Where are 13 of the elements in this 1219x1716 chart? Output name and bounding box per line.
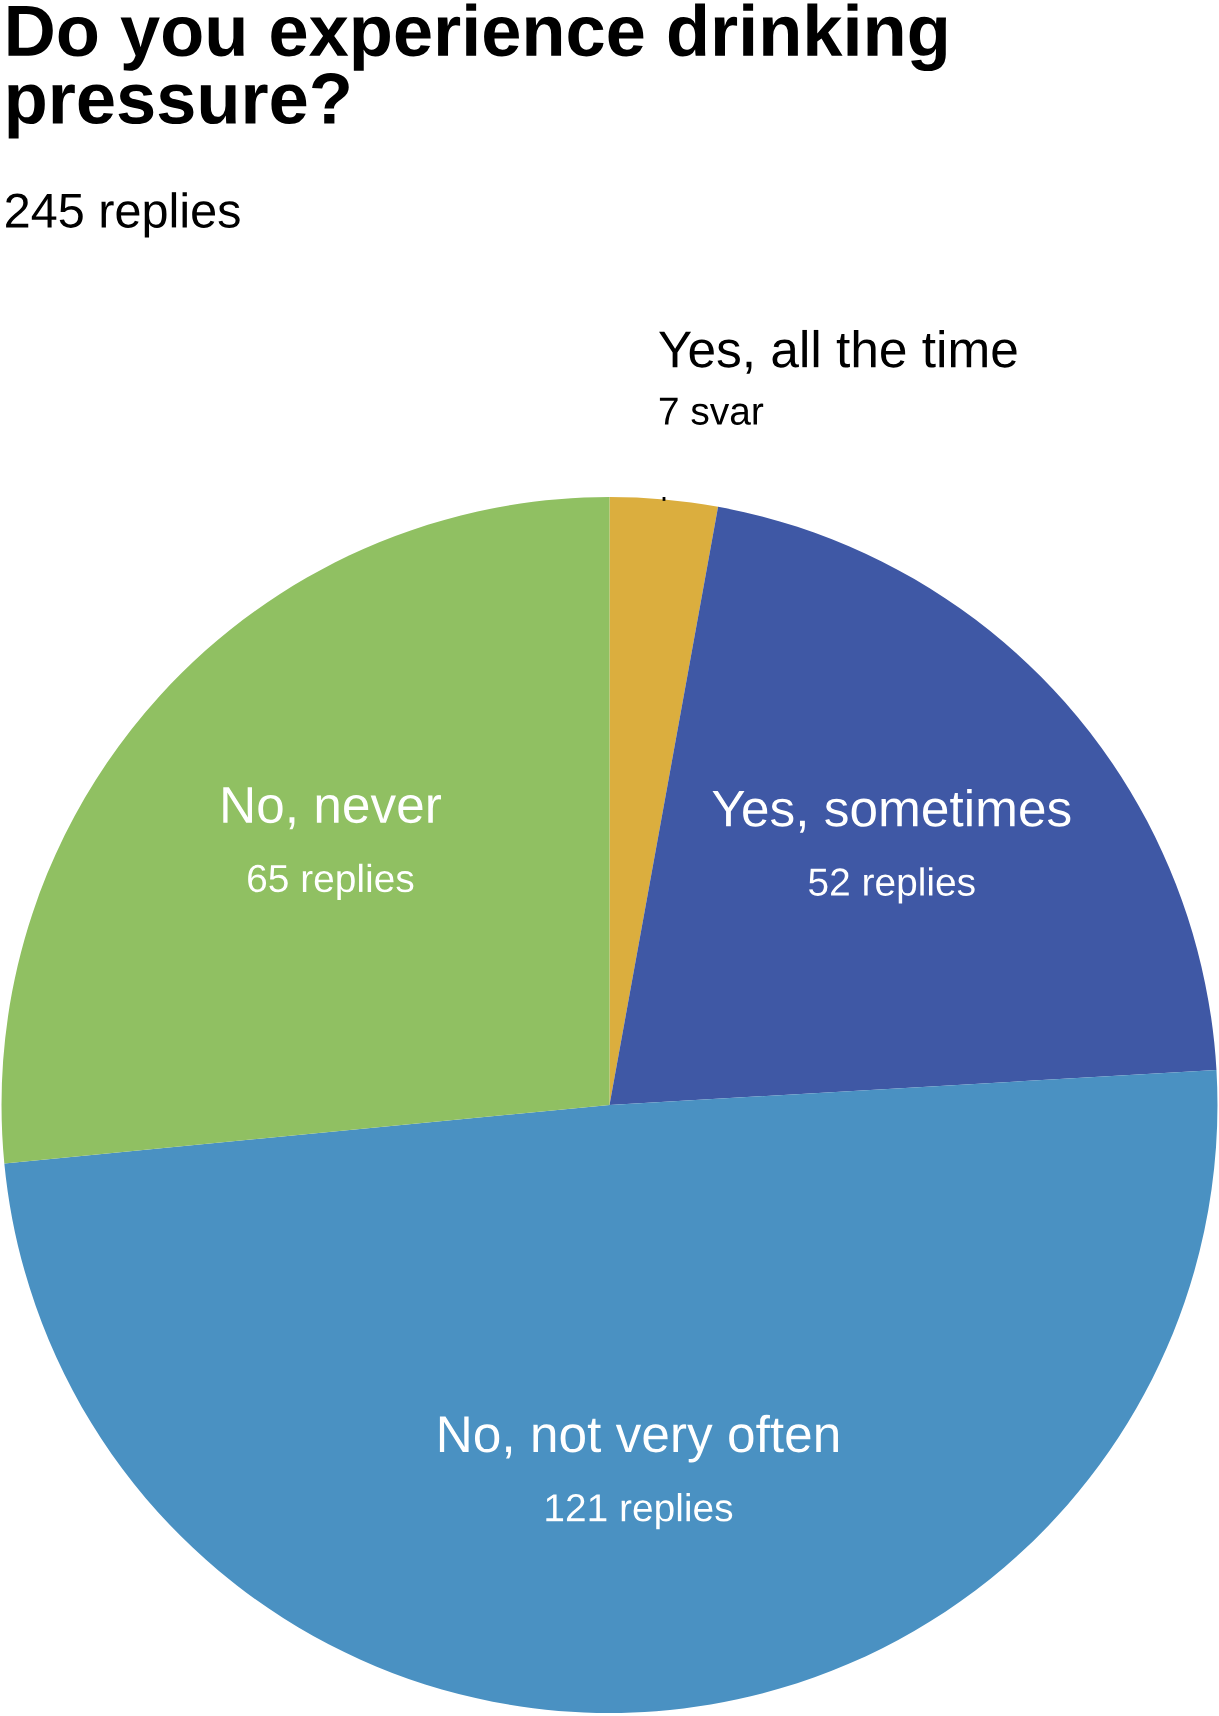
slice-label: Yes, all the time: [659, 329, 1017, 374]
pie-slice: [1, 497, 610, 1164]
slice-label: Yes, sometimes: [712, 789, 1071, 833]
chart-subtitle: 245 replies: [6, 192, 240, 238]
chart-title: Do you experience drinking pressure?: [8, 3, 946, 139]
data-label: 7 svar: [659, 397, 764, 425]
pie-slice: [4, 1069, 1218, 1713]
slice-label: No, not very often: [439, 1414, 838, 1463]
data-label: 52 replies: [809, 867, 975, 904]
data-label: 65 replies: [248, 863, 414, 900]
data-label: 121 replies: [546, 1493, 733, 1530]
pie-slice: [609, 506, 1217, 1105]
slice-label: No, never: [223, 787, 442, 830]
